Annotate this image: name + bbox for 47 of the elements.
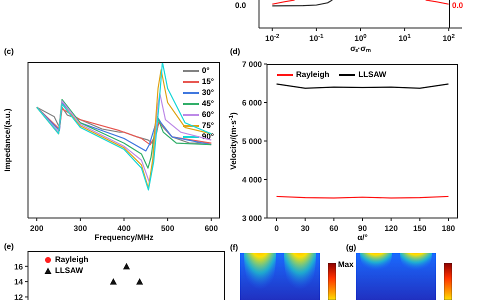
legend-label: Rayleigh	[55, 255, 88, 264]
x-tick-label: 30	[300, 224, 310, 233]
x-tick-label: 200	[30, 224, 44, 233]
chart-title: (d)	[230, 47, 240, 56]
chart-title: (e)	[4, 242, 14, 251]
legend-label: 0°	[202, 66, 210, 75]
y-tick-label: 7 000	[242, 60, 263, 69]
x-tick-label: 90	[358, 224, 368, 233]
text: (g)	[346, 243, 356, 252]
x-tick-label: 0	[274, 224, 280, 233]
x-tick-label: 500	[160, 224, 175, 233]
x-tick-label: 10$^{-1}$	[309, 33, 324, 43]
y-tick-label: 16	[14, 262, 24, 272]
x-tick-label: 600	[204, 224, 218, 233]
legend-label: 75°	[202, 121, 214, 130]
x-axis-title: Frequency/MHz	[94, 233, 154, 242]
x-axis-title: α/°	[357, 233, 368, 242]
x-tick-label: 10$^{0}$	[354, 33, 368, 43]
x-tick-label: 120	[384, 224, 398, 233]
x-tick-label: 180	[442, 224, 456, 233]
text: (f)	[230, 243, 238, 252]
x-tick-label: 150	[413, 224, 428, 233]
x-tick-label: 10$^{2}$	[442, 33, 456, 43]
y-tick-label: 14	[14, 278, 24, 287]
text: Max	[338, 260, 354, 269]
y-tick-label: 4 000	[242, 176, 263, 184]
legend-label: LLSAW	[55, 266, 83, 275]
legend-label: 45°	[202, 99, 214, 108]
legend-label: Rayleigh	[296, 70, 330, 79]
chart-title: (c)	[4, 47, 14, 56]
x-tick-label: 300	[74, 224, 88, 233]
legend-label: LLSAW	[358, 70, 386, 79]
legend-label: 30°	[202, 88, 214, 97]
legend-label: 15°	[202, 77, 214, 86]
x-tick-label: 10$^{1}$	[398, 33, 412, 43]
annotation: 0.0	[452, 1, 464, 10]
y-tick-label: 5 000	[242, 137, 263, 146]
text: 0.0	[235, 1, 246, 10]
x-tick-label: 10$^{-2}$	[265, 33, 280, 43]
y-tick-label: 3 000	[242, 214, 263, 223]
y-axis-title: Impedance/(a.u.)	[3, 108, 12, 172]
x-tick-label: 60	[329, 224, 339, 233]
y-tick-label: 12	[14, 292, 24, 300]
y-tick-label: 6 000	[242, 98, 263, 108]
x-axis-title: σₛ·σₘ	[350, 44, 371, 53]
x-tick-label: 400	[117, 224, 132, 233]
legend-label: 60°	[202, 110, 214, 119]
